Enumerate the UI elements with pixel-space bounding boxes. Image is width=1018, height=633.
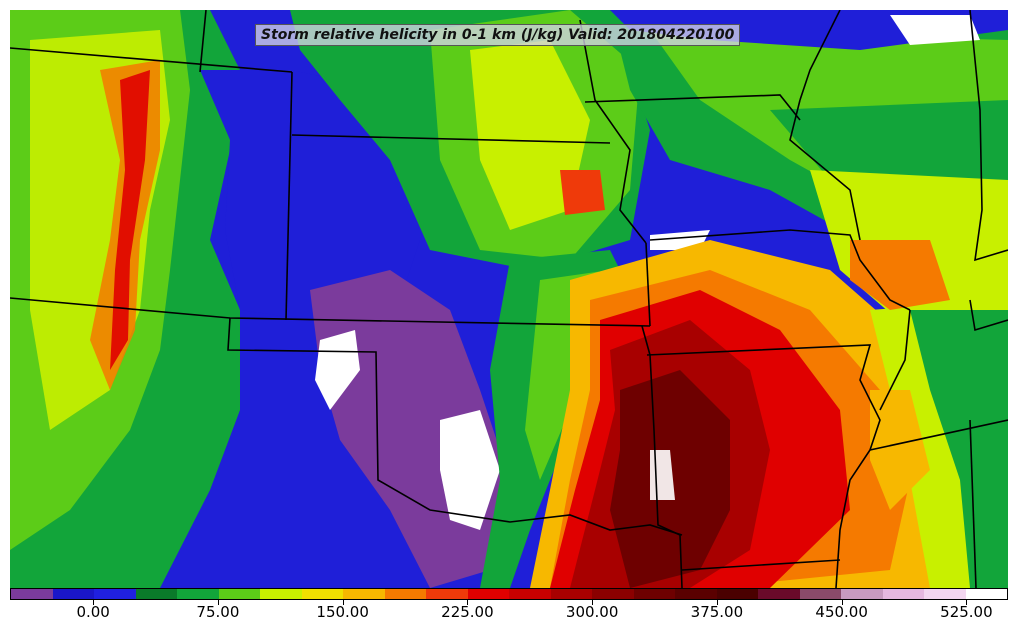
colorbar-segment: [301, 589, 343, 599]
colorbar-segment: [11, 589, 53, 599]
colorbar-segment: [550, 589, 592, 599]
colorbar-tick: [467, 600, 469, 605]
colorbar-segment: [94, 589, 136, 599]
colorbar-tick-label: 525.00: [940, 603, 993, 621]
state-boundaries: [10, 10, 1008, 588]
field-fills: [10, 10, 1008, 588]
helicity-field: [10, 10, 1008, 588]
colorbar-segment: [924, 589, 966, 599]
colorbar-tick-label: 450.00: [815, 603, 868, 621]
map-title: Storm relative helicity in 0-1 km (J/kg)…: [255, 24, 741, 46]
colorbar-segment: [965, 589, 1007, 599]
colorbar-segment: [633, 589, 675, 599]
colorbar-segment: [882, 589, 924, 599]
colorbar-tick: [342, 600, 344, 605]
colorbar-segment: [467, 589, 509, 599]
colorbar-segment: [135, 589, 177, 599]
colorbar-segment: [799, 589, 841, 599]
colorbar-segment: [384, 589, 426, 599]
colorbar-tick-label: 150.00: [316, 603, 369, 621]
colorbar-ticks: 0.00 75.00 150.00 225.00 300.00 375.00 450.00 5…: [0, 600, 1018, 630]
colorbar-tick: [592, 600, 594, 605]
colorbar-segment: [52, 589, 94, 599]
colorbar-segment: [218, 589, 260, 599]
colorbar-tick-label: 300.00: [565, 603, 619, 621]
colorbar-segment: [343, 589, 385, 599]
colorbar-tick: [841, 600, 843, 605]
colorbar-tick: [966, 600, 968, 605]
colorbar-segment: [426, 589, 468, 599]
colorbar-tick: [93, 600, 95, 605]
colorbar-segment: [177, 589, 219, 599]
colorbar-segment: [509, 589, 551, 599]
colorbar-tick-label: 225.00: [441, 603, 494, 621]
colorbar-segment: [260, 589, 302, 599]
colorbar-tick-label: 0.00: [76, 603, 110, 621]
colorbar-segment: [758, 589, 800, 599]
colorbar-tick-label: 75.00: [196, 603, 240, 621]
colorbar: [10, 588, 1008, 600]
colorbar-segment: [675, 589, 717, 599]
colorbar-segment: [841, 589, 883, 599]
colorbar-tick: [217, 600, 219, 605]
colorbar-tick-label: 375.00: [690, 603, 744, 621]
colorbar-tick: [716, 600, 718, 605]
helicity-map: Storm relative helicity in 0-1 km (J/kg)…: [10, 10, 1008, 588]
colorbar-segment: [716, 589, 758, 599]
colorbar-segment: [592, 589, 634, 599]
